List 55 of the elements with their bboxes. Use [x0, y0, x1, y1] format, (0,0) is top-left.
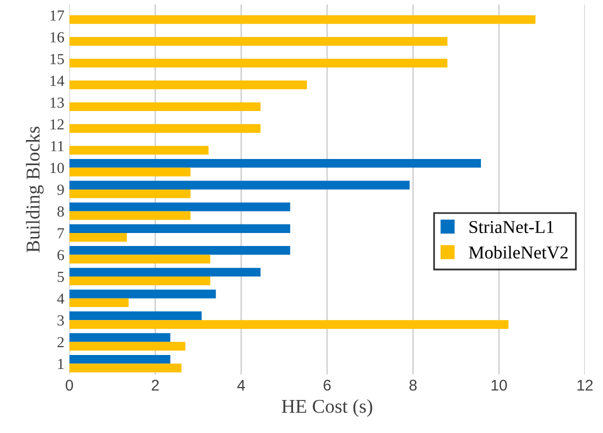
y-tick-label: 16 [50, 32, 64, 42]
bar [69, 189, 191, 198]
x-tick-label: 4 [237, 380, 245, 390]
bar [69, 102, 261, 112]
bar [69, 320, 508, 329]
bar [69, 168, 191, 176]
bar [69, 354, 170, 364]
bar [69, 158, 481, 168]
bar [69, 80, 307, 90]
y-axis-title: Building Blocks [26, 126, 44, 252]
x-tick-label: 0 [66, 380, 73, 391]
y-tick-label: 3 [58, 315, 64, 326]
y-tick-label: 15 [50, 54, 64, 64]
bar [69, 180, 410, 190]
y-tick-label: 1 [58, 358, 64, 369]
bar [69, 254, 210, 264]
bar [69, 311, 202, 320]
bar [69, 364, 182, 372]
y-tick-label: 17 [50, 10, 64, 21]
bar [69, 202, 290, 212]
y-tick-label: 10 [50, 162, 64, 174]
bar [69, 146, 209, 155]
bar [69, 232, 127, 242]
y-tick-label: 11 [51, 141, 64, 152]
y-tick-label: 8 [57, 206, 64, 217]
legend-label: MobileNetV2 [468, 246, 568, 259]
bar [69, 58, 448, 68]
y-tick-label: 9 [57, 184, 64, 195]
x-tick-label: 12 [578, 380, 593, 390]
x-tick-label: 8 [409, 380, 417, 391]
y-tick-label: 5 [58, 272, 64, 282]
bar [69, 15, 536, 24]
legend-label: StriaNet-L1 [470, 220, 554, 234]
y-tick-label: 7 [58, 228, 64, 238]
bar [69, 124, 261, 133]
y-tick-label: 13 [50, 98, 64, 108]
bar [69, 333, 170, 342]
bar [69, 276, 210, 286]
x-axis-title: HE Cost (s) [282, 399, 372, 417]
y-tick-label: 4 [57, 294, 64, 304]
x-tick-label: 2 [152, 380, 159, 390]
x-tick-label: 10 [492, 380, 507, 391]
bar [69, 268, 261, 277]
bar [69, 342, 186, 351]
y-tick-label: 2 [58, 337, 64, 348]
y-tick-label: 14 [50, 76, 64, 86]
bar [69, 298, 129, 308]
y-tick-label: 6 [58, 250, 64, 260]
bar [69, 290, 216, 298]
bar [69, 36, 448, 46]
bar [69, 224, 290, 233]
y-tick-label: 12 [50, 119, 64, 130]
bar [69, 246, 290, 255]
x-tick-label: 6 [324, 380, 331, 391]
bar [69, 211, 191, 220]
